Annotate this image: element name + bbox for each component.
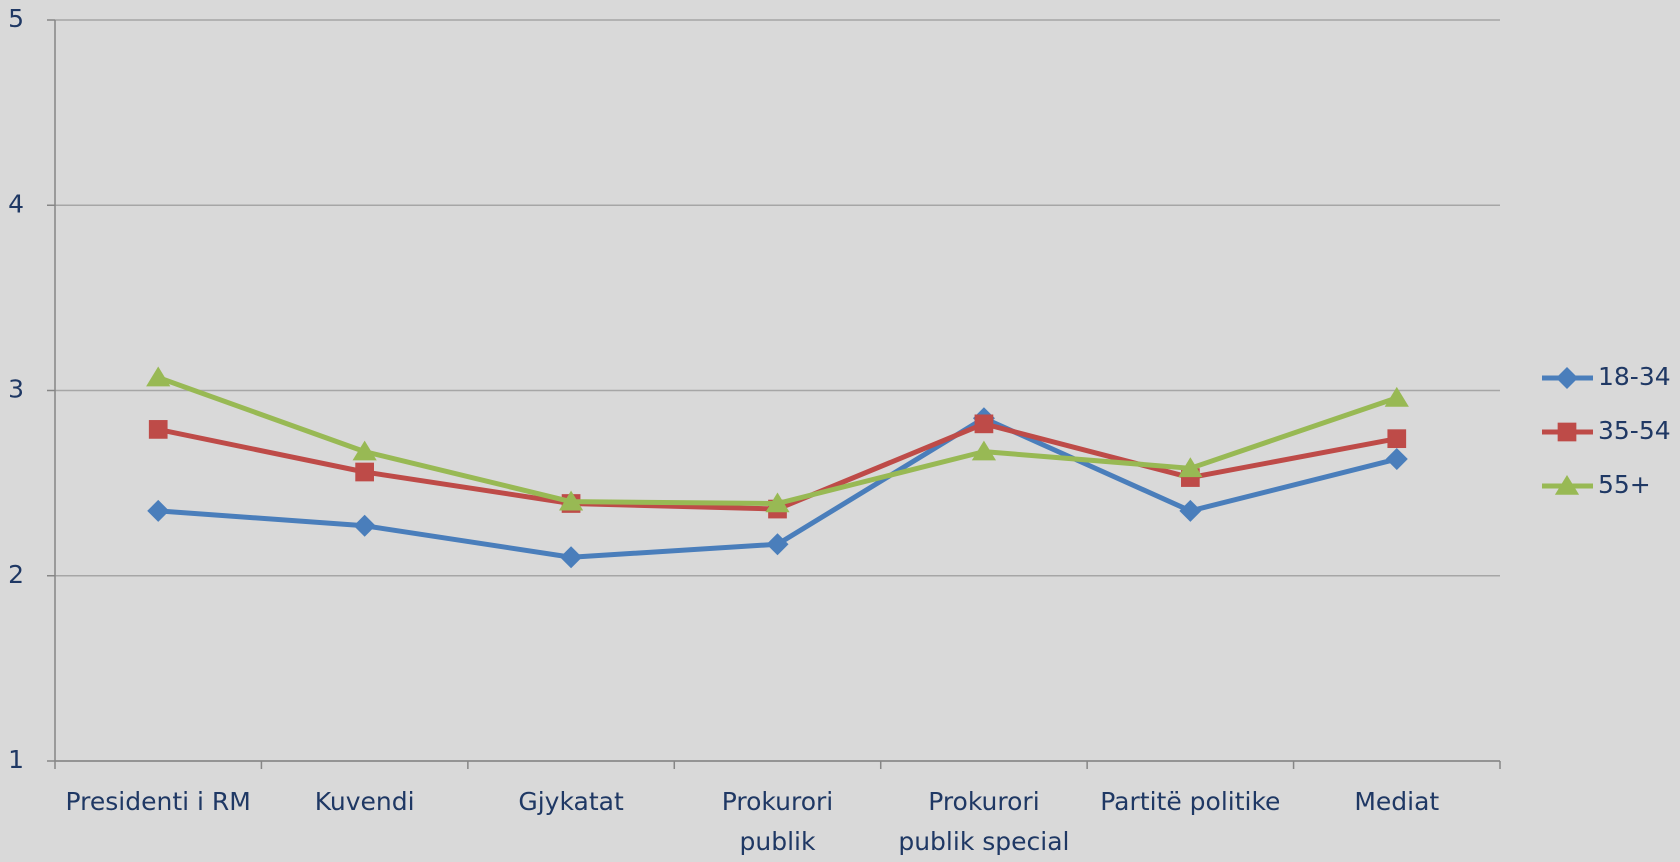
marker (1179, 499, 1202, 522)
series-line (157, 375, 1398, 507)
marker (558, 490, 584, 511)
x-tick-label: Kuvendi (314, 787, 415, 816)
y-tick-label: 5 (8, 4, 24, 33)
marker (1554, 475, 1580, 495)
marker (1384, 386, 1409, 407)
marker (1385, 448, 1408, 471)
marker (1387, 429, 1407, 449)
y-tick-label: 2 (8, 560, 24, 589)
legend-label: 35-54 (1598, 416, 1671, 445)
marker (766, 533, 789, 556)
y-tick-label: 4 (8, 189, 24, 218)
marker (971, 440, 997, 461)
y-tick-label: 1 (8, 745, 24, 774)
marker (1178, 457, 1203, 478)
marker (974, 414, 994, 434)
marker (148, 420, 168, 439)
marker (147, 499, 170, 522)
marker (146, 366, 171, 387)
x-tick-label: Prokurori publik special (898, 787, 1070, 856)
y-tick-label: 3 (8, 375, 24, 404)
marker (1557, 422, 1577, 442)
x-tick-label: Gjykatat (518, 787, 624, 816)
legend-label: 55+ (1598, 470, 1651, 499)
x-tick-label: Mediat (1354, 787, 1440, 816)
x-tick-label: Prokurori publik (721, 787, 834, 856)
marker (355, 462, 374, 482)
legend-label: 18-34 (1598, 362, 1671, 391)
x-tick-label: Partitë politike (1100, 787, 1281, 816)
marker (765, 492, 790, 513)
marker (353, 514, 376, 537)
marker (560, 546, 583, 569)
marker (1556, 367, 1578, 389)
marker (352, 440, 377, 461)
x-tick-label: Presidenti i RM (65, 787, 251, 816)
